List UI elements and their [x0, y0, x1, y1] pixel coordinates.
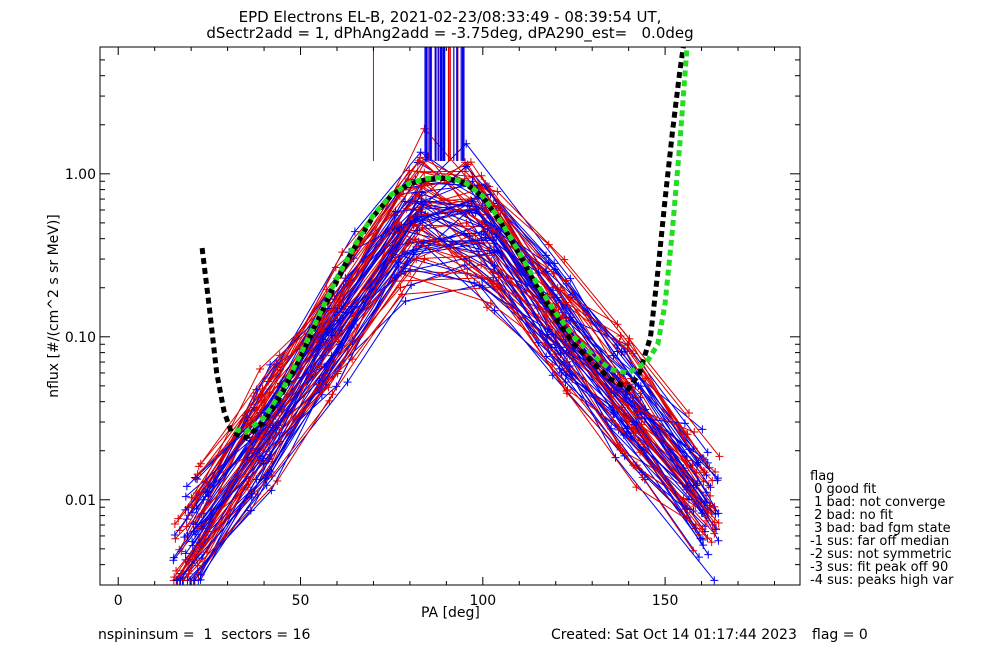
data-trace: [183, 258, 696, 581]
data-trace: [173, 180, 685, 558]
data-trace: [207, 239, 703, 533]
trace-marker: [182, 482, 191, 491]
data-trace: [200, 127, 690, 465]
plot-frame: [99, 46, 801, 586]
trace-marker: [713, 474, 722, 483]
trace-marker: [703, 534, 712, 543]
data-trace: [206, 226, 700, 553]
y-tick-label: 0.01: [65, 493, 96, 509]
trace-marker: [170, 531, 179, 540]
data-trace: [177, 223, 684, 581]
data-trace: [176, 236, 716, 581]
footer-spin-info: nspininsum = 1 sectors = 16: [98, 627, 311, 643]
chart-title: EPD Electrons EL-B, 2021-02-23/08:33:49 …: [238, 8, 662, 26]
data-trace: [175, 272, 713, 581]
trace-marker: [700, 468, 709, 477]
y-tick-label: 1.00: [65, 167, 96, 183]
y-axis-label: nflux [#/(cm^2 s sr MeV)]: [46, 214, 62, 398]
flag-legend: flag 0 good fit 1 bad: not converge 2 ba…: [810, 470, 954, 587]
fit-curves: [199, 47, 690, 441]
data-trace: [207, 193, 707, 493]
data-trace: [191, 160, 687, 507]
trace-marker: [172, 576, 181, 585]
data-trace: [192, 286, 696, 581]
data-trace: [194, 241, 687, 552]
trace-marker: [702, 516, 711, 525]
data-trace: [174, 211, 685, 536]
data-trace: [195, 231, 720, 561]
y-tick-label: 0.10: [65, 330, 96, 346]
trace-marker: [702, 488, 711, 497]
legend-item: -1 sus: far off median: [810, 534, 950, 549]
x-tick-label: 100: [469, 593, 496, 609]
legend-title: flag: [810, 469, 835, 484]
trace-marker: [203, 488, 212, 497]
x-tick-label: 150: [652, 593, 679, 609]
x-axis-label: PA [deg]: [421, 605, 480, 621]
legend-item: 0 good fit: [810, 482, 877, 497]
legend-item: 2 bad: no fit: [810, 508, 894, 523]
data-trace: [200, 252, 704, 576]
data-trace: [173, 218, 697, 561]
legend-item: -2 sus: not symmetric: [810, 547, 952, 562]
data-trace: [186, 178, 716, 527]
trace-marker: [695, 553, 704, 562]
trace-marker: [187, 508, 196, 517]
x-tick-label: 50: [292, 593, 310, 609]
data-trace: [194, 238, 688, 557]
trace-marker: [192, 504, 201, 513]
legend-item: -3 sus: fit peak off 90: [810, 560, 949, 575]
trace-marker: [714, 519, 723, 528]
legend-item: 3 bad: bad fgm state: [810, 521, 951, 536]
data-trace: [197, 242, 690, 581]
trace-marker: [710, 576, 719, 585]
x-tick-label: 0: [114, 593, 123, 609]
data-trace: [197, 170, 720, 475]
data-trace: [194, 266, 709, 581]
data-traces: [169, 47, 724, 585]
data-trace: [187, 284, 700, 581]
trace-marker: [698, 535, 707, 544]
footer-created: Created: Sat Oct 14 01:17:44 2023: [551, 627, 797, 643]
data-trace: [178, 194, 686, 551]
trace-marker: [190, 576, 199, 585]
fit-curve-green: [234, 47, 690, 435]
axes: 0 50 100 150 0.01 0.10 1.00: [65, 46, 800, 609]
data-trace: [204, 161, 715, 524]
footer-flag: flag = 0: [812, 627, 868, 643]
trace-marker: [191, 493, 200, 502]
trace-marker: [169, 553, 178, 562]
trace-marker: [171, 534, 180, 543]
trace-marker: [170, 520, 179, 529]
legend-item: -4 sus: peaks high var: [810, 573, 954, 588]
data-trace: [176, 194, 698, 580]
legend-item: 1 bad: not converge: [810, 495, 946, 510]
chart-subtitle: dSectr2add = 1, dPhAng2add = -3.75deg, d…: [206, 24, 694, 42]
data-trace: [199, 208, 689, 544]
data-trace: [180, 261, 715, 581]
data-trace: [194, 250, 704, 541]
